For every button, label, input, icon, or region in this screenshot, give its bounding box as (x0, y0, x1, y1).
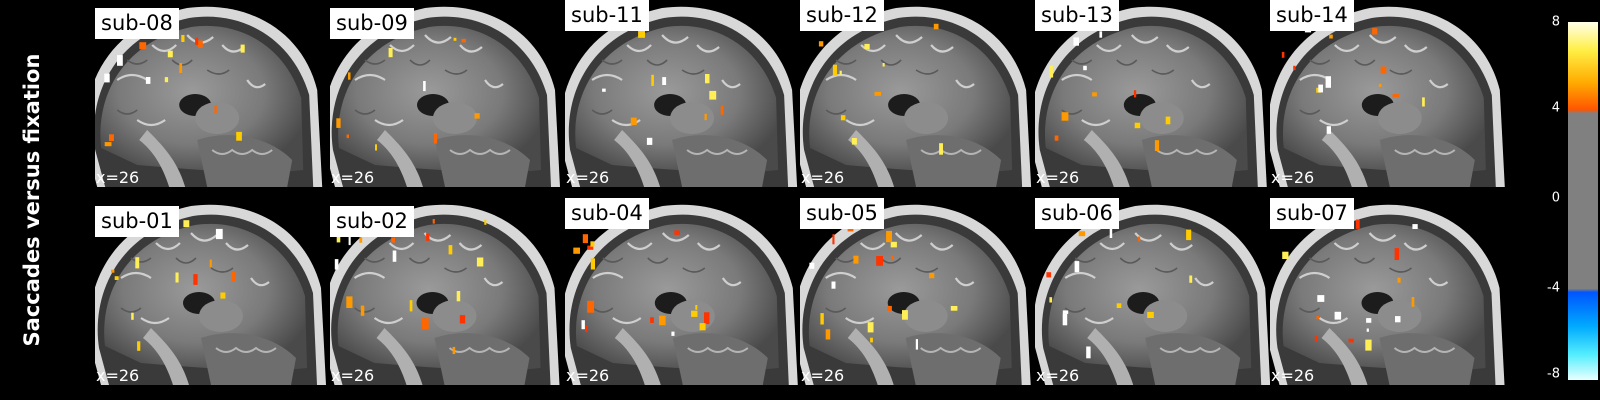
slice-coordinate-label: x=26 (566, 366, 610, 385)
mri-sagittal-slice (330, 6, 560, 187)
subject-label: sub-07 (1270, 198, 1354, 229)
slice-coordinate-label: x=26 (1271, 168, 1315, 187)
slice-coordinate-label: x=26 (801, 366, 845, 385)
row-label: Saccades versus fixation (20, 53, 44, 347)
brain-slice-panel: sub-13 x=26 (1035, 0, 1271, 187)
subject-label: sub-04 (565, 198, 649, 229)
colorbar-tick: 4 (1551, 100, 1560, 116)
slice-coordinate-label: x=26 (1036, 366, 1080, 385)
colorbar-tick: 0 (1551, 190, 1560, 206)
mri-sagittal-slice (1270, 6, 1505, 187)
brain-slice-panel: sub-05 x=26 (800, 198, 1036, 385)
mri-sagittal-slice (800, 204, 1031, 385)
colorbar-tick: -4 (1547, 280, 1560, 296)
slice-coordinate-label: x=26 (331, 366, 375, 385)
subject-label: sub-02 (330, 206, 414, 237)
mri-sagittal-slice (95, 6, 323, 187)
subject-label: sub-11 (565, 0, 649, 31)
brain-slice-panel: sub-01 x=26 (95, 198, 331, 385)
colorbar-tick: -8 (1547, 366, 1560, 382)
colorbar-tick: 8 (1551, 14, 1560, 30)
mri-sagittal-slice (565, 6, 798, 187)
subject-label: sub-13 (1035, 0, 1119, 31)
brain-slice-panel: sub-09 x=26 (330, 0, 566, 187)
slice-coordinate-label: x=26 (96, 366, 140, 385)
brain-slice-panel: sub-07 x=26 (1270, 198, 1506, 385)
subject-label: sub-12 (800, 0, 884, 31)
slice-coordinate-label: x=26 (1036, 168, 1080, 187)
mri-sagittal-slice (1270, 204, 1505, 385)
slice-coordinate-label: x=26 (566, 168, 610, 187)
slice-coordinate-label: x=26 (331, 168, 375, 187)
brain-slice-panel: sub-12 x=26 (800, 0, 1036, 187)
brain-slice-panel: sub-04 x=26 (565, 198, 801, 385)
brain-slice-panel: sub-06 x=26 (1035, 198, 1271, 385)
subject-label: sub-01 (95, 206, 179, 237)
slice-coordinate-label: x=26 (1271, 366, 1315, 385)
subject-label: sub-05 (800, 198, 884, 229)
mri-sagittal-slice (95, 204, 326, 385)
brain-slice-panel: sub-14 x=26 (1270, 0, 1506, 187)
subject-label: sub-08 (95, 8, 179, 39)
mri-sagittal-slice (1035, 204, 1271, 385)
subject-label: sub-06 (1035, 198, 1119, 229)
mri-sagittal-slice (565, 204, 798, 385)
subject-label: sub-14 (1270, 0, 1354, 31)
brain-slice-panel: sub-02 x=26 (330, 198, 566, 385)
brain-slice-panel: sub-08 x=26 (95, 0, 331, 187)
slice-coordinate-label: x=26 (801, 168, 845, 187)
subject-label: sub-09 (330, 8, 414, 39)
slice-coordinate-label: x=26 (96, 168, 140, 187)
colorbar (1568, 22, 1598, 380)
mri-sagittal-slice (1035, 6, 1267, 187)
mri-sagittal-slice (330, 204, 560, 385)
brain-slice-panel: sub-11 x=26 (565, 0, 801, 187)
mri-sagittal-slice (800, 6, 1032, 187)
